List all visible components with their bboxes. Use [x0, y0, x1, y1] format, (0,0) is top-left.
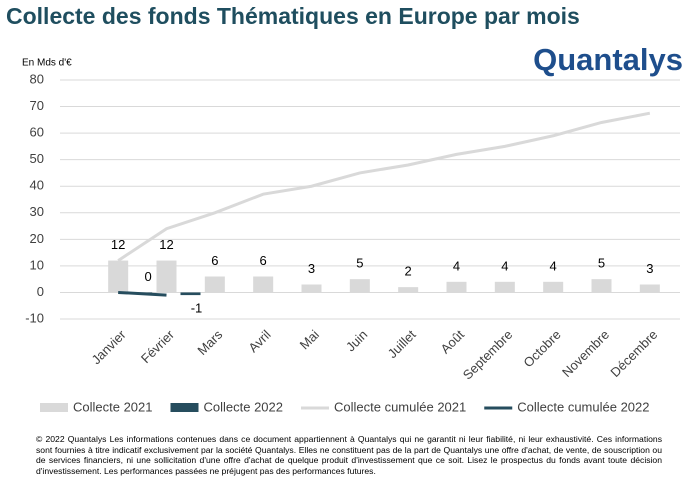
- y-tick-label: 0: [37, 284, 44, 299]
- x-tick-label: Décembre: [607, 327, 660, 380]
- data-label: 0: [145, 269, 152, 284]
- x-tick-label: Octobre: [520, 327, 563, 370]
- legend-label: Collecte 2021: [73, 399, 153, 414]
- data-label: 12: [111, 237, 125, 252]
- x-tick-label: Novembre: [559, 327, 612, 380]
- line: [118, 290, 167, 297]
- chart-title: Collecte des fonds Thématiques en Europe…: [6, 3, 580, 29]
- bar: [108, 260, 129, 293]
- data-label: 3: [308, 261, 315, 276]
- y-axis-label: En Mds d'€: [22, 58, 72, 69]
- x-tick-label: Avril: [245, 327, 273, 355]
- data-label: 12: [159, 237, 173, 252]
- x-tick-label: Juin: [343, 327, 370, 354]
- y-tick-label: 10: [30, 257, 44, 272]
- bar: [446, 281, 467, 293]
- data-label: -1: [191, 301, 203, 316]
- bar: [591, 279, 612, 293]
- legend-label: Collecte cumulée 2022: [517, 399, 649, 414]
- legend-swatch: [40, 403, 68, 412]
- x-tick-label: Janvier: [88, 326, 129, 367]
- bar: [494, 281, 515, 293]
- data-label: 5: [598, 256, 605, 271]
- x-tick-label: Août: [438, 327, 468, 357]
- logo: Quantalys: [533, 42, 683, 77]
- chart: Collecte des fonds Thématiques en Europe…: [6, 3, 683, 414]
- data-label: 6: [260, 253, 267, 268]
- bar: [639, 284, 660, 293]
- line: [117, 111, 651, 262]
- bar: [543, 281, 564, 293]
- x-tick-label: Mars: [194, 327, 225, 358]
- data-label: 2: [405, 264, 412, 279]
- bar: [180, 292, 201, 296]
- data-label: 4: [550, 258, 557, 273]
- y-tick-label: 60: [30, 125, 44, 140]
- x-tick-label: Février: [138, 326, 178, 366]
- bar: [253, 276, 274, 293]
- data-label: 6: [211, 253, 218, 268]
- x-tick-label: Septembre: [460, 327, 516, 383]
- y-tick-label: 50: [30, 151, 44, 166]
- legend-label: Collecte 2022: [204, 399, 284, 414]
- y-tick-label: -10: [25, 310, 44, 325]
- y-tick-label: 40: [30, 178, 44, 193]
- x-tick-label: Juillet: [385, 327, 419, 361]
- footer: © 2022 Quantalys Les informations conten…: [36, 434, 662, 476]
- bar: [398, 287, 419, 293]
- bar: [349, 279, 370, 293]
- bar: [301, 284, 322, 293]
- data-label: 4: [453, 258, 460, 273]
- data-label: 4: [501, 258, 508, 273]
- legend-label: Collecte cumulée 2021: [334, 399, 466, 414]
- y-tick-label: 20: [30, 231, 44, 246]
- y-tick-label: 80: [30, 71, 44, 86]
- y-tick-label: 70: [30, 98, 44, 113]
- bar: [156, 260, 177, 293]
- data-label: 3: [646, 261, 653, 276]
- data-label: 5: [356, 256, 363, 271]
- bar: [204, 276, 225, 293]
- y-tick-label: 30: [30, 204, 44, 219]
- legend-swatch: [170, 403, 199, 412]
- x-tick-label: Mai: [297, 327, 322, 352]
